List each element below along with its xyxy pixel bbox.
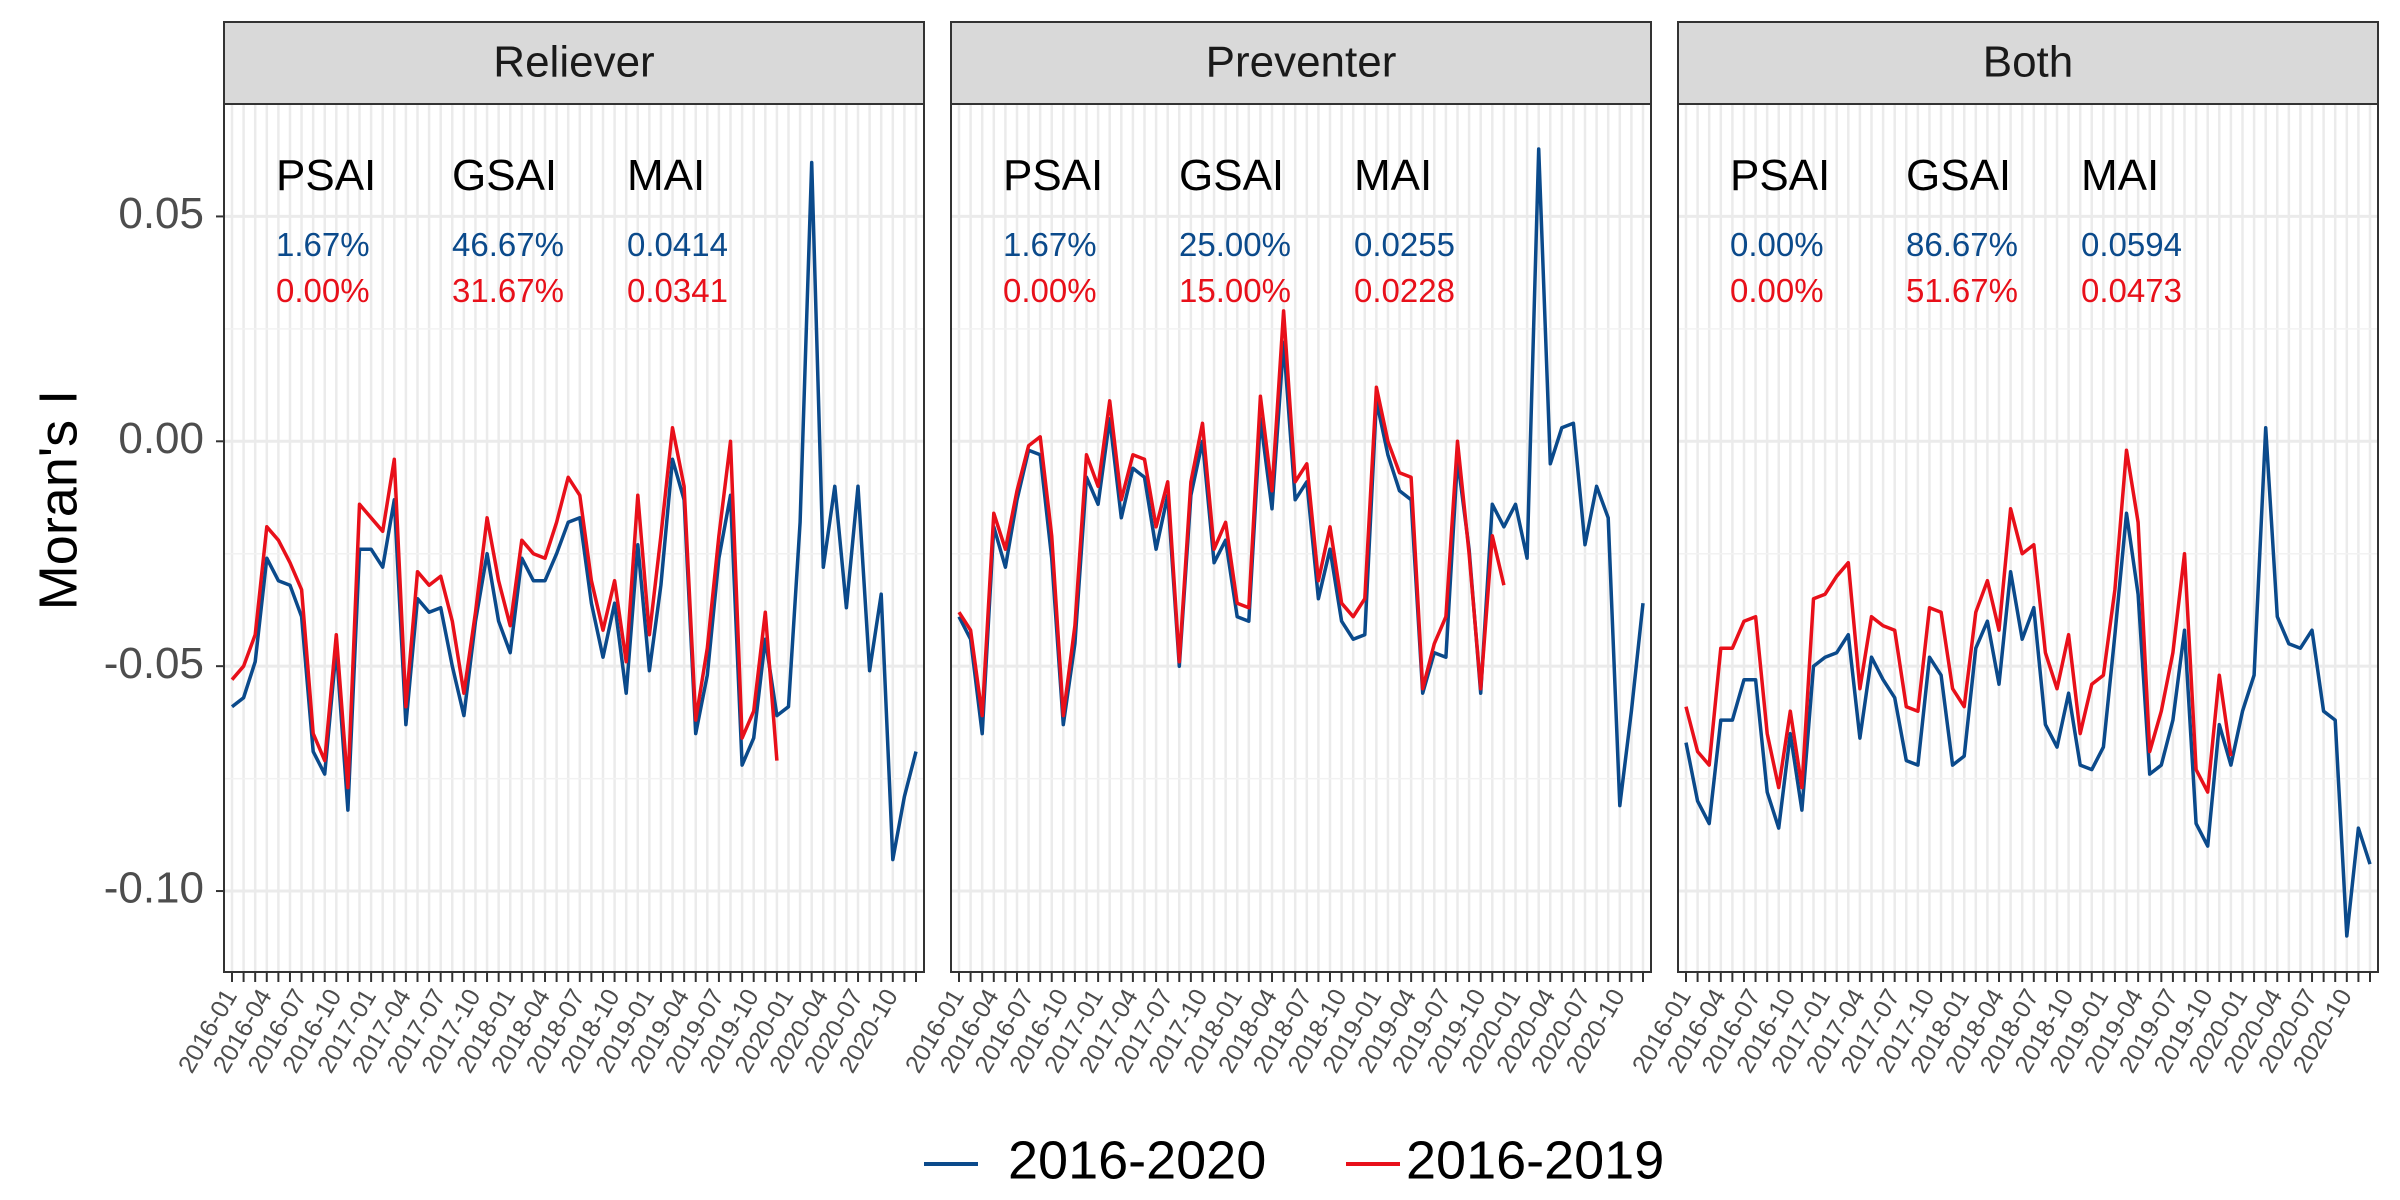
facet-panel-reliever: Reliever PSAI 1.67% 0.00% GSAI 46.67% 31.67% MA…: [173, 21, 925, 1078]
stat-header-psai: PSAI: [276, 151, 376, 200]
stat-value-2016-2020: 1.67%: [276, 226, 370, 263]
stat-value-2016-2020: 86.67%: [1906, 226, 2018, 263]
stat-value-2016-2020: 0.0255: [1354, 226, 1455, 263]
stats-annotation: PSAI 1.67% 0.00% GSAI 46.67% 31.67% MAI 0.0414 0…: [276, 151, 728, 309]
stat-header-mai: MAI: [2081, 151, 2159, 200]
stat-value-2016-2020: 0.0594: [2081, 226, 2182, 263]
stat-value-2016-2020: 0.00%: [1730, 226, 1824, 263]
legend-label-2016-2019: 2016-2019: [1406, 1130, 1664, 1190]
stat-header-gsai: GSAI: [1906, 151, 2011, 200]
stat-header-psai: PSAI: [1003, 151, 1103, 200]
stat-value-2016-2019: 0.0228: [1354, 272, 1455, 309]
stat-value-2016-2020: 46.67%: [452, 226, 564, 263]
series-line-2016-2020: [1684, 426, 2372, 938]
facet-strip-title: Both: [1983, 38, 2074, 87]
y-axis-title: Moran's I: [28, 390, 88, 610]
facet-strip: [1677, 21, 2379, 105]
y-tick-label: 0.05: [118, 189, 204, 238]
series-line-2016-2019: [957, 309, 1506, 718]
series-line-2016-2019: [230, 426, 779, 790]
y-tick-label: -0.05: [104, 639, 204, 688]
x-axis: 2016-012016-042016-072016-102017-012017-…: [900, 972, 1644, 1078]
facet-panel-preventer: Preventer PSAI 1.67% 0.00% GSAI 25.00% 15.00% M…: [900, 21, 1652, 1078]
x-axis: 2016-012016-042016-072016-102017-012017-…: [1627, 972, 2371, 1078]
stat-header-mai: MAI: [1354, 151, 1432, 200]
stat-header-mai: MAI: [627, 151, 705, 200]
panel-border: [1677, 103, 2379, 973]
stat-header-gsai: GSAI: [1179, 151, 1284, 200]
stats-annotation: PSAI 1.67% 0.00% GSAI 25.00% 15.00% MAI 0.0255 0…: [1003, 151, 1455, 309]
facet-strip-title: Preventer: [1206, 38, 1397, 87]
stat-value-2016-2019: 0.00%: [276, 272, 370, 309]
legend-label-2016-2020: 2016-2020: [1008, 1130, 1266, 1190]
legend: 2016-2020 2016-2019: [924, 1130, 1664, 1190]
stat-value-2016-2019: 0.00%: [1003, 272, 1097, 309]
stat-value-2016-2019: 51.67%: [1906, 272, 2018, 309]
series-line-2016-2020: [957, 147, 1645, 808]
facet-strip: [223, 21, 925, 105]
facet-panels: Reliever PSAI 1.67% 0.00% GSAI 46.67% 31.67% MA…: [173, 21, 2379, 1078]
series-line-2016-2019: [1684, 448, 2233, 794]
y-tick-label: -0.10: [104, 864, 204, 913]
y-axis: -0.10 -0.05 0.00 0.05: [104, 189, 224, 913]
stat-value-2016-2019: 0.0341: [627, 272, 728, 309]
stat-value-2016-2020: 1.67%: [1003, 226, 1097, 263]
x-axis: 2016-012016-042016-072016-102017-012017-…: [173, 972, 917, 1078]
facet-panel-both: Both PSAI 0.00% 0.00% GSAI 86.67% 51.67% MAI 0.0…: [1627, 21, 2379, 1078]
stat-value-2016-2019: 0.00%: [1730, 272, 1824, 309]
stat-value-2016-2020: 0.0414: [627, 226, 728, 263]
facet-strip: [950, 21, 1652, 105]
stats-annotation: PSAI 0.00% 0.00% GSAI 86.67% 51.67% MAI 0.0594 0…: [1730, 151, 2182, 309]
stat-value-2016-2019: 15.00%: [1179, 272, 1291, 309]
y-tick-label: 0.00: [118, 414, 204, 463]
panel-border: [223, 103, 925, 973]
x-gridlines: [1684, 104, 2372, 972]
stat-value-2016-2020: 25.00%: [1179, 226, 1291, 263]
stat-header-psai: PSAI: [1730, 151, 1830, 200]
stat-value-2016-2019: 31.67%: [452, 272, 564, 309]
stat-header-gsai: GSAI: [452, 151, 557, 200]
panel-border: [950, 103, 1652, 973]
stat-value-2016-2019: 0.0473: [2081, 272, 2182, 309]
facet-strip-title: Reliever: [493, 38, 654, 87]
